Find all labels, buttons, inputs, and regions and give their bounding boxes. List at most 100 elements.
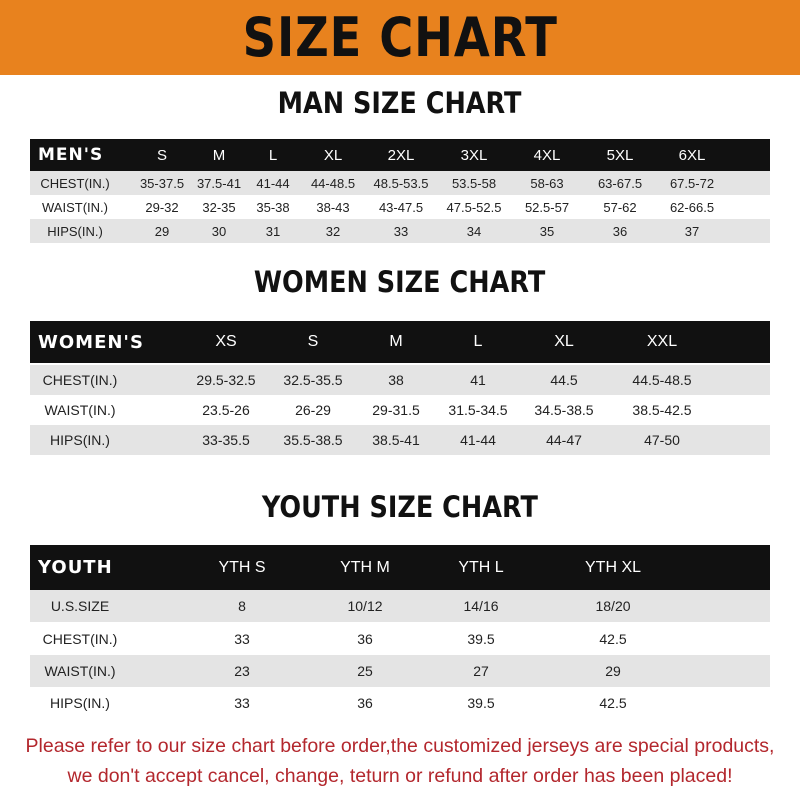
- size-header-cell: M: [389, 333, 403, 350]
- row-label: WAIST(IN.): [42, 199, 108, 215]
- table-cell: 36: [357, 630, 373, 647]
- men-section-title: MAN SIZE CHART: [278, 86, 522, 120]
- size-header-cell: L: [473, 333, 483, 350]
- table-row: HIPS(IN.) 29 30 31 32 33 34 35 36 37: [30, 219, 770, 243]
- table-cell: 35.5-38.5: [283, 432, 343, 448]
- table-title-cell: YOUTH: [38, 557, 113, 578]
- size-header-cell: 5XL: [606, 146, 634, 164]
- table-header-row: YOUTH YTH S YTH M YTH L YTH XL: [30, 545, 770, 590]
- table-row: WAIST(IN.) 23.5-26 26-29 29-31.5 31.5-34.5 34…: [30, 395, 770, 425]
- table-cell: 35-37.5: [139, 175, 185, 191]
- size-header-cell: YTH L: [458, 558, 504, 576]
- row-label: WAIST(IN.): [44, 663, 116, 679]
- size-header-cell: YTH XL: [584, 558, 642, 576]
- table-cell: 23: [234, 663, 250, 679]
- table-cell: 31.5-34.5: [448, 402, 508, 418]
- table-cell: 29-32: [145, 199, 179, 215]
- table-cell: 32-35: [202, 199, 236, 215]
- size-header-cell: S: [307, 333, 319, 350]
- table-title-cell: WOMEN'S: [38, 331, 144, 353]
- table-cell: 36: [612, 223, 628, 239]
- table-cell: 41: [470, 372, 486, 388]
- table-cell: 35-38: [256, 199, 290, 215]
- table-cell: 32.5-35.5: [283, 372, 343, 388]
- table-cell: 47.5-52.5: [446, 199, 502, 215]
- table-cell: 44-48.5: [310, 175, 356, 191]
- table-cell: 25: [357, 663, 373, 679]
- table-cell: 26-29: [295, 402, 331, 418]
- row-label: CHEST(IN.): [42, 372, 118, 388]
- row-label: CHEST(IN.): [42, 630, 118, 647]
- table-row: HIPS(IN.) 33 36 39.5 42.5: [30, 687, 770, 718]
- table-header-row: MEN'S S M L XL 2XL 3XL 4XL 5XL 6XL: [30, 139, 770, 171]
- table-cell: 48.5-53.5: [373, 175, 429, 191]
- size-header-cell: YTH S: [218, 558, 266, 576]
- table-cell: 58-63: [530, 175, 564, 191]
- table-row: WAIST(IN.) 23 25 27 29: [30, 655, 770, 687]
- table-cell: 43-47.5: [378, 199, 424, 215]
- size-header-cell: XL: [554, 333, 574, 350]
- row-label: WAIST(IN.): [44, 402, 116, 418]
- size-header-cell: 3XL: [460, 146, 488, 164]
- table-cell: 30: [211, 223, 227, 239]
- size-header-cell: 4XL: [533, 146, 561, 164]
- table-title-cell: MEN'S: [38, 145, 104, 165]
- table-cell: 67.5-72: [669, 175, 715, 191]
- notice-line-2: we don't accept cancel, change, teturn o…: [67, 765, 733, 787]
- youth-section-title: YOUTH SIZE CHART: [261, 490, 539, 524]
- table-cell: 34: [466, 223, 482, 239]
- size-header-cell: XXL: [646, 333, 678, 350]
- table-cell: 38: [388, 372, 404, 388]
- table-row: WAIST(IN.) 29-32 32-35 35-38 38-43 43-47.5 47.…: [30, 195, 770, 219]
- table-cell: 52.5-57: [524, 199, 570, 215]
- table-cell: 62-66.5: [669, 199, 715, 215]
- table-cell: 36: [357, 694, 373, 711]
- table-cell: 37: [684, 223, 700, 239]
- table-cell: 44-47: [546, 432, 582, 448]
- table-cell: 63-67.5: [597, 175, 643, 191]
- row-label: U.S.SIZE: [50, 598, 110, 614]
- size-header-cell: M: [212, 146, 226, 164]
- table-cell: 57-62: [603, 199, 637, 215]
- table-cell: 42.5: [599, 630, 627, 647]
- table-cell: 41-44: [460, 432, 496, 448]
- table-cell: 33: [234, 694, 250, 711]
- table-cell: 29: [154, 223, 170, 239]
- size-header-cell: 2XL: [387, 146, 415, 164]
- size-header-cell: L: [268, 146, 278, 164]
- table-cell: 29.5-32.5: [196, 372, 256, 388]
- table-cell: 38.5-41: [372, 432, 420, 448]
- size-header-cell: S: [156, 146, 168, 164]
- table-cell: 10/12: [347, 598, 383, 614]
- table-row: HIPS(IN.) 33-35.5 35.5-38.5 38.5-41 41-44 44-…: [30, 425, 770, 455]
- table-cell: 33: [393, 223, 409, 239]
- size-header-cell: XL: [323, 146, 343, 164]
- table-cell: 33: [234, 630, 250, 647]
- table-cell: 31: [265, 223, 281, 239]
- table-cell: 32: [325, 223, 341, 239]
- size-header-cell: XS: [215, 333, 237, 350]
- table-cell: 14/16: [463, 598, 499, 614]
- table-cell: 39.5: [467, 630, 495, 647]
- table-cell: 47-50: [644, 432, 680, 448]
- table-cell: 33-35.5: [202, 432, 250, 448]
- notice-line-1: Please refer to our size chart before or…: [25, 735, 775, 757]
- table-cell: 8: [238, 598, 246, 614]
- row-label: HIPS(IN.): [50, 694, 110, 711]
- youth-size-table: YOUTH YTH S YTH M YTH L YTH XL U.S.SIZE 8 10/12…: [30, 545, 770, 718]
- row-label: HIPS(IN.): [47, 223, 103, 239]
- size-header-cell: 6XL: [678, 146, 706, 164]
- table-cell: 42.5: [599, 694, 627, 711]
- table-cell: 34.5-38.5: [534, 402, 594, 418]
- table-cell: 37.5-41: [196, 175, 242, 191]
- women-section-title: WOMEN SIZE CHART: [254, 265, 546, 299]
- men-size-table: MEN'S S M L XL 2XL 3XL 4XL 5XL 6XL CHEST(IN.) 35-37…: [30, 139, 770, 243]
- table-cell: 53.5-58: [451, 175, 497, 191]
- size-chart-banner: SIZE CHART: [0, 0, 800, 75]
- table-cell: 41-44: [256, 175, 290, 191]
- table-row: CHEST(IN.) 29.5-32.5 32.5-35.5 38 41 44.5 44.5…: [30, 365, 770, 395]
- row-label: CHEST(IN.): [40, 175, 110, 191]
- table-cell: 29-31.5: [372, 402, 420, 418]
- banner-title: SIZE CHART: [242, 6, 558, 69]
- table-cell: 27: [473, 663, 489, 679]
